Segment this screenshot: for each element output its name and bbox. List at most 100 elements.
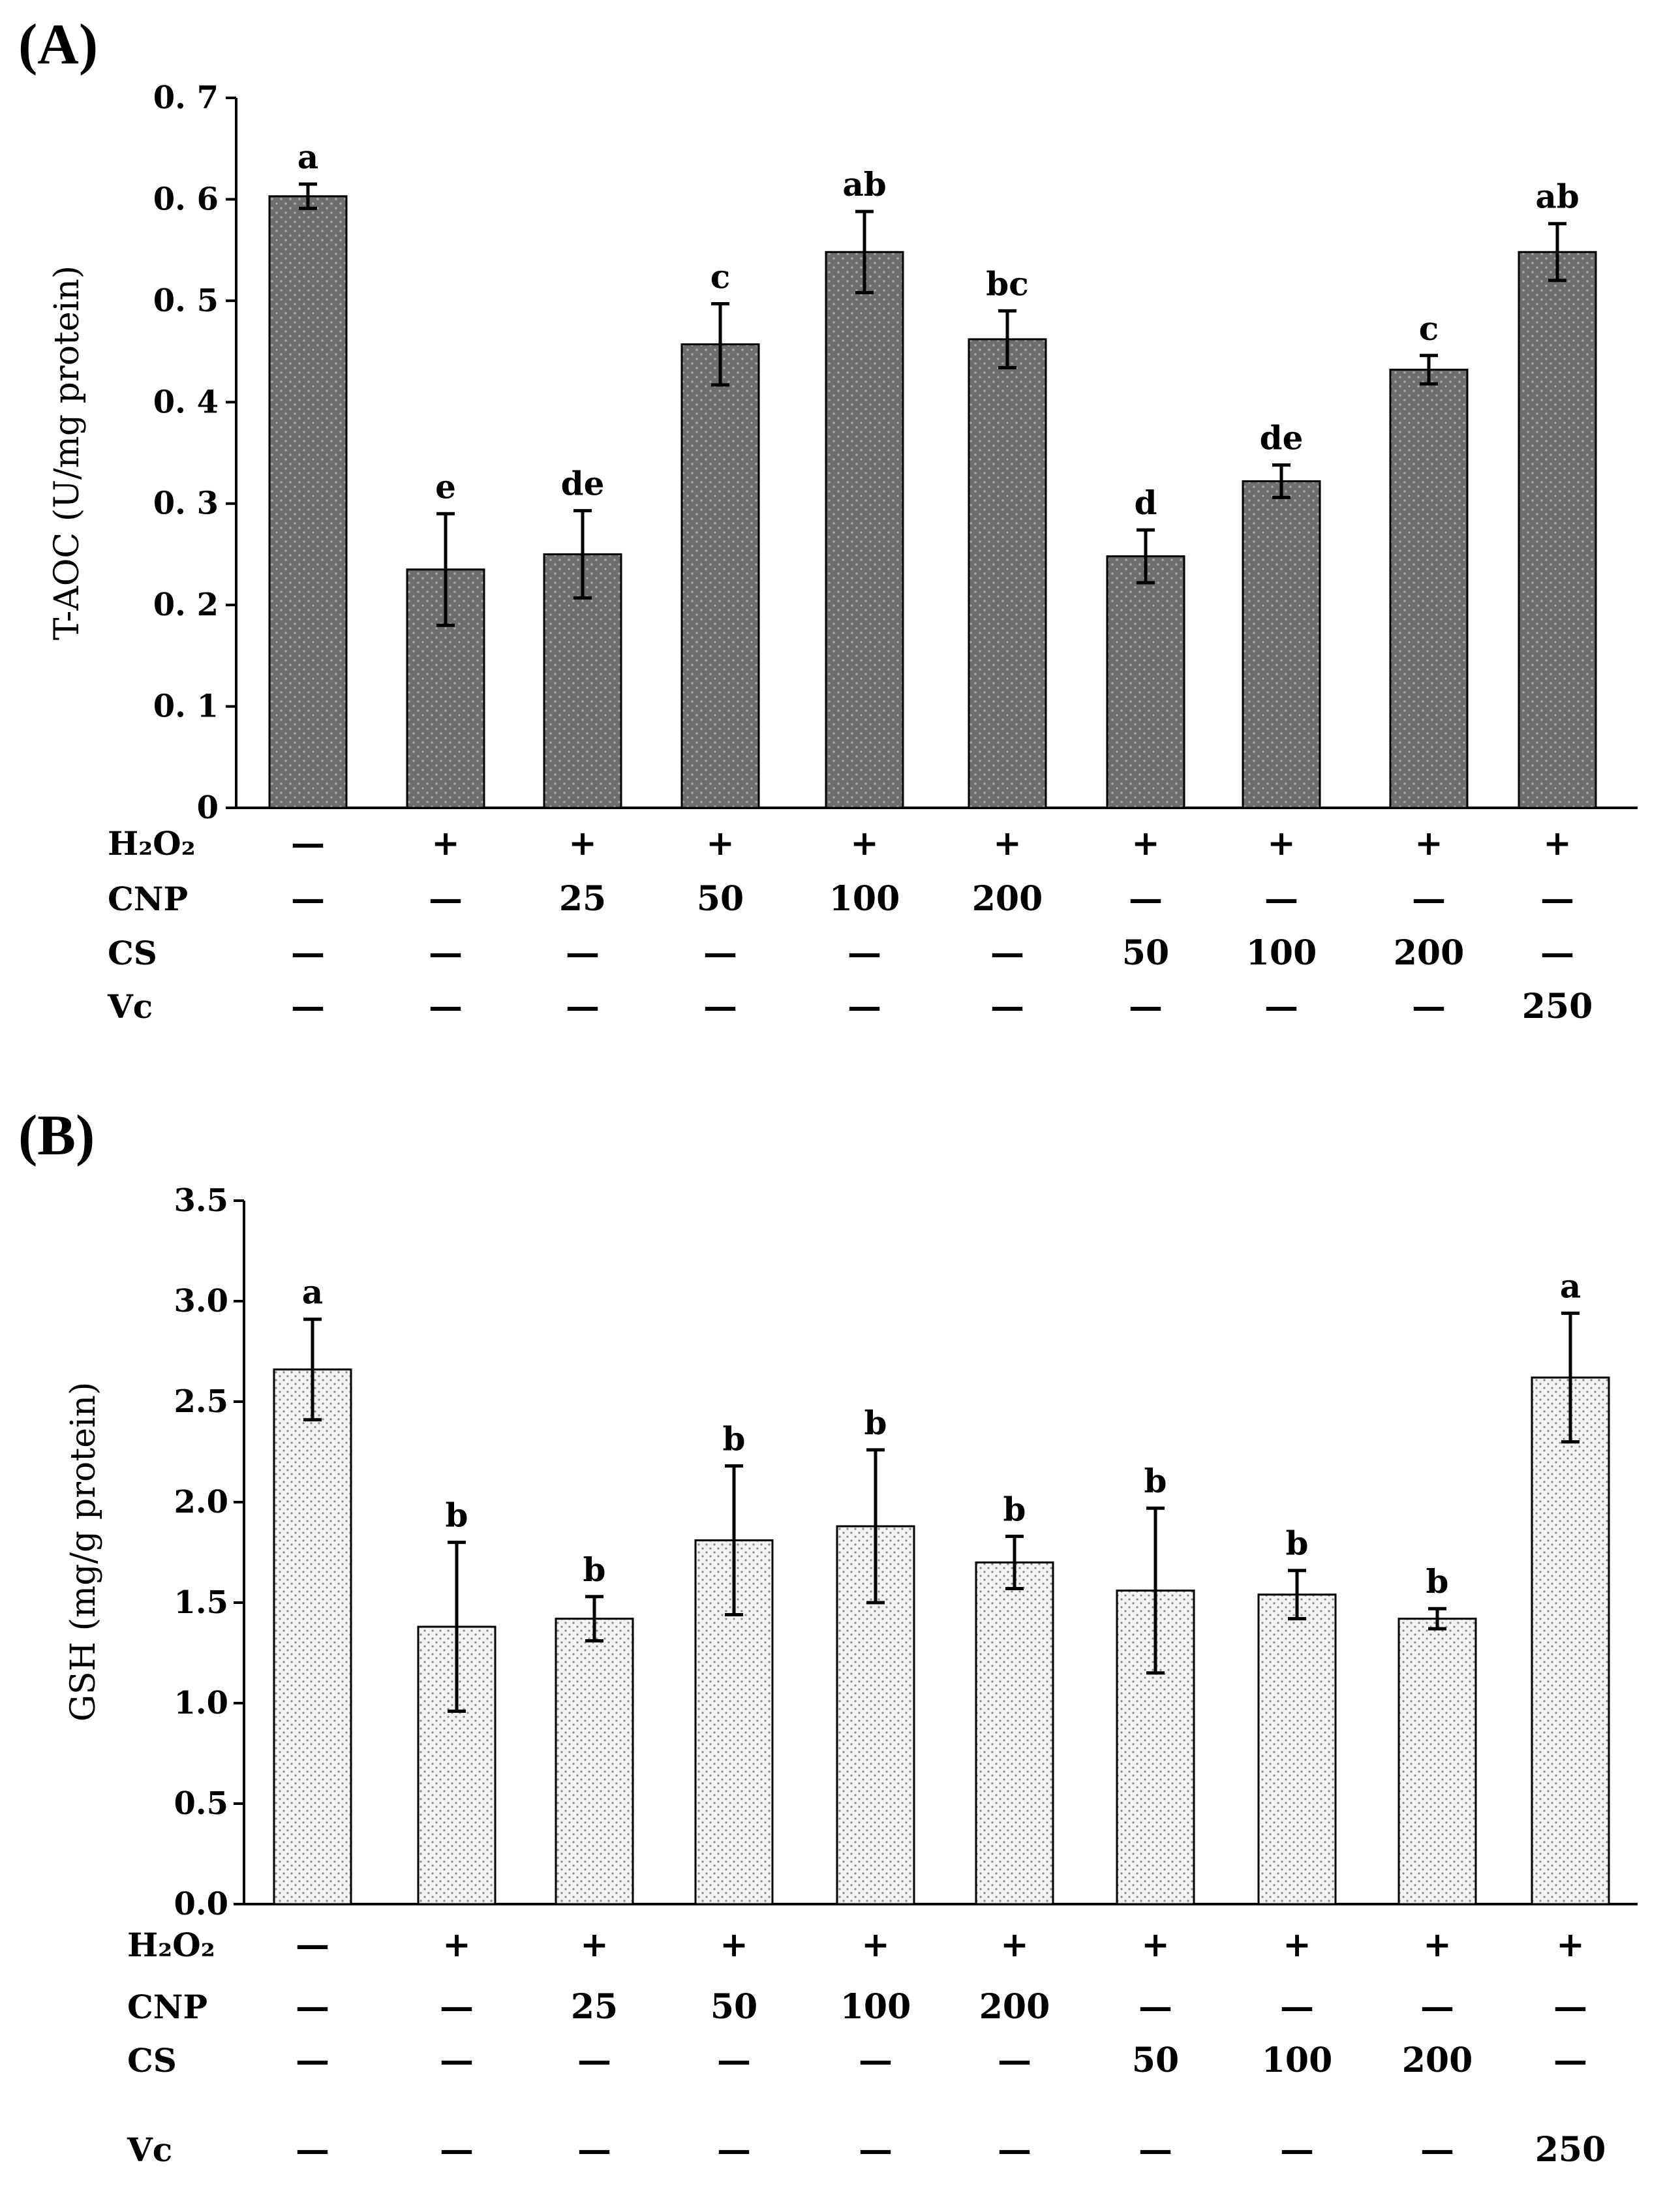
row-cell-b-1-5: + (861, 1925, 890, 1965)
y-tick-label-a: 0. 7 (153, 80, 219, 116)
significance-letter-b-3: b (583, 1550, 606, 1589)
row-cell-b-4-2: — (440, 2130, 474, 2170)
significance-letter-b-4: b (723, 1420, 746, 1458)
row-cell-a-1-6: + (993, 824, 1022, 863)
bar-b-5 (836, 1525, 915, 1905)
bar-b-6 (975, 1561, 1054, 1905)
bar-b-9 (1397, 1618, 1477, 1905)
row-cell-b-1-6: + (1000, 1925, 1029, 1965)
row-cell-a-4-2: — (429, 987, 463, 1026)
row-cell-a-3-3: — (566, 933, 600, 973)
significance-letter-b-8: b (1286, 1524, 1309, 1563)
significance-letter-a-10: ab (1535, 177, 1579, 216)
row-cell-b-3-4: — (717, 2040, 751, 2080)
bar-a-8 (1242, 480, 1321, 809)
significance-letter-a-7: d (1135, 484, 1157, 522)
y-tick-label-b: 1.0 (174, 1685, 228, 1721)
significance-letter-b-5: b (864, 1404, 887, 1442)
row-cell-a-2-1: — (291, 879, 325, 919)
bar-a-4 (680, 343, 760, 809)
y-axis-title-a: T-AOC (U/mg protein) (48, 266, 87, 640)
row-cell-a-4-4: — (703, 987, 737, 1026)
row-label-a-1: H₂O₂ (108, 824, 196, 863)
row-cell-a-3-1: — (291, 933, 325, 973)
bar-a-10 (1518, 251, 1597, 809)
row-cell-b-4-10: 250 (1535, 2130, 1606, 2170)
bar-b-3 (555, 1618, 634, 1905)
significance-letter-b-2: b (446, 1496, 468, 1535)
significance-letter-b-7: b (1144, 1462, 1167, 1500)
row-cell-a-1-10: + (1543, 824, 1572, 863)
row-cell-b-2-4: 50 (710, 1987, 757, 2027)
panel-a-label: (A) (18, 13, 99, 76)
row-cell-b-1-1: — (296, 1925, 329, 1965)
y-tick-label-a: 0. 1 (153, 688, 219, 725)
significance-letter-a-2: e (435, 467, 456, 506)
chart-a: 0 0. 1 0. 2 0. 3 0. 4 0. 5 0. 6 0. 7 T-AOC (U/mg… (48, 80, 1638, 1026)
bar-a-6 (968, 338, 1047, 809)
row-cell-b-1-8: + (1283, 1925, 1311, 1965)
bar-a-5 (825, 251, 904, 809)
row-cell-a-1-7: + (1131, 824, 1160, 863)
row-cell-b-2-3: 25 (571, 1987, 618, 2027)
row-cell-b-4-6: — (998, 2130, 1031, 2170)
significance-letter-a-1: a (298, 138, 318, 176)
y-tick-label-a: 0. 5 (153, 283, 219, 319)
row-cell-a-4-1: — (291, 987, 325, 1026)
y-tick-label-b: 2.5 (174, 1383, 228, 1420)
row-cell-b-3-9: 200 (1402, 2040, 1473, 2080)
row-cell-a-2-9: — (1412, 879, 1446, 919)
bar-b-1 (273, 1368, 352, 1905)
row-cell-a-3-7: 50 (1122, 933, 1169, 973)
row-cell-a-4-6: — (990, 987, 1024, 1026)
row-cell-b-1-9: + (1423, 1925, 1452, 1965)
row-cell-b-1-7: + (1141, 1925, 1170, 1965)
row-label-b-4: Vc (127, 2131, 172, 2169)
bar-a-1 (268, 195, 348, 809)
y-tick-label-b: 2.0 (174, 1484, 228, 1520)
y-tick-label-a: 0. 4 (153, 384, 219, 420)
row-cell-a-2-10: — (1540, 879, 1574, 919)
row-cell-a-3-4: — (703, 933, 737, 973)
row-cell-a-4-10: 250 (1522, 987, 1593, 1026)
bar-b-7 (1116, 1590, 1195, 1905)
y-tick-label-a: 0 (197, 790, 219, 826)
row-cell-a-3-5: — (848, 933, 881, 973)
row-cell-a-2-8: — (1264, 879, 1298, 919)
bar-a-7 (1106, 555, 1185, 809)
row-cell-a-3-6: — (990, 933, 1024, 973)
row-cell-b-2-1: — (296, 1987, 329, 2027)
row-cell-b-1-3: + (580, 1925, 609, 1965)
y-tick-label-b: 1.5 (174, 1584, 228, 1621)
bar-a-2 (406, 568, 485, 809)
bar-b-4 (694, 1539, 774, 1905)
y-axis-title-b: GSH (mg/g protein) (64, 1382, 103, 1722)
row-label-a-2: CNP (108, 880, 188, 918)
significance-letter-a-3: de (561, 465, 605, 503)
significance-letter-b-6: b (1003, 1490, 1026, 1528)
row-cell-b-3-3: — (577, 2040, 611, 2080)
row-cell-a-4-3: — (566, 987, 600, 1026)
significance-letter-b-1: a (302, 1273, 323, 1312)
row-cell-b-4-5: — (859, 2130, 893, 2170)
significance-letter-b-10: a (1560, 1267, 1581, 1305)
row-cell-b-4-3: — (577, 2130, 611, 2170)
row-cell-a-2-5: 100 (829, 879, 900, 919)
row-cell-b-2-2: — (440, 1987, 474, 2027)
significance-letter-a-6: bc (986, 264, 1028, 303)
y-tick-label-b: 3.5 (174, 1182, 228, 1219)
bar-b-8 (1257, 1593, 1337, 1905)
row-cell-a-1-1: — (291, 824, 325, 863)
row-cell-a-1-4: + (706, 824, 735, 863)
row-cell-a-1-9: + (1414, 824, 1443, 863)
significance-letter-a-5: ab (842, 165, 886, 204)
row-cell-a-2-3: 25 (559, 879, 606, 919)
row-cell-a-4-7: — (1129, 987, 1163, 1026)
row-cell-b-3-6: — (998, 2040, 1031, 2080)
row-cell-b-4-7: — (1138, 2130, 1172, 2170)
y-tick-label-a: 0. 3 (153, 485, 219, 522)
row-cell-a-4-9: — (1412, 987, 1446, 1026)
row-label-b-1: H₂O₂ (127, 1926, 215, 1964)
row-cell-b-3-5: — (859, 2040, 893, 2080)
row-cell-a-1-2: + (431, 824, 460, 863)
